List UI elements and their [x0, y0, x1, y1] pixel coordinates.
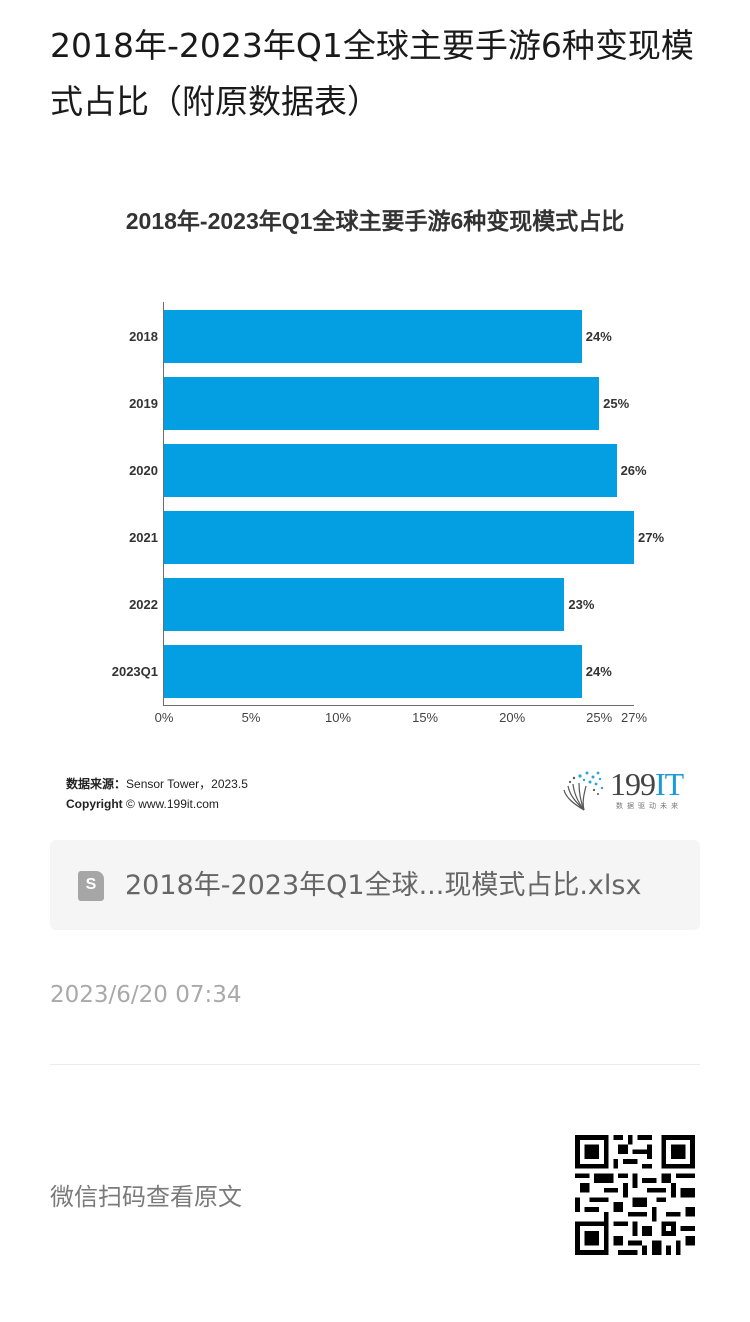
x-axis-line [163, 705, 634, 706]
bar-value-label: 26% [620, 463, 647, 478]
copyright-value: © www.199it.com [126, 797, 219, 811]
bar-value-label: 25% [603, 396, 630, 411]
chart-title: 2018年-2023年Q1全球主要手游6种变现模式占比 [125, 208, 625, 234]
x-tick-label: 20% [499, 710, 526, 725]
divider [50, 1064, 700, 1065]
bar [164, 444, 617, 497]
logo-accent-text: IT [655, 766, 684, 802]
y-axis-line [163, 302, 164, 705]
bar-row: 2020 26% [50, 444, 700, 497]
bar-value-label: 23% [568, 597, 595, 612]
page-title: 2018年-2023年Q1全球主要手游6种变现模式占比（附原数据表） [50, 26, 694, 121]
x-tick-label: 27% [620, 710, 648, 725]
bar [164, 377, 600, 430]
logo-tagline: 数据驱动未来 [616, 802, 682, 810]
bar [164, 310, 582, 363]
bar [164, 578, 565, 631]
bar [164, 645, 582, 698]
publish-timestamp: 2023/6/20 07:34 [50, 982, 242, 1008]
attachment-filename[interactable]: 2018年-2023年Q1全球...现模式占比.xlsx [125, 870, 642, 901]
bar-chart-plot: 2018 24% 2019 25% 2020 26% 2021 27% 2022 23% 2023Q… [50, 160, 700, 830]
category-label: 2019 [129, 396, 158, 411]
source-value: Sensor Tower，2023.5 [126, 777, 248, 791]
bar-value-label: 24% [585, 329, 612, 344]
scan-to-view-original-text: 微信扫码查看原文 [50, 1183, 242, 1211]
x-tick-label: 0% [154, 710, 174, 725]
category-label: 2018 [129, 329, 158, 344]
attachment-file-card[interactable]: S 2018年-2023年Q1全球...现模式占比.xlsx [50, 840, 700, 930]
copyright-label: Copyright [66, 797, 123, 811]
bar-row: 2023Q1 24% [50, 645, 700, 698]
bar-row: 2018 24% [50, 310, 700, 363]
bar-row: 2019 25% [50, 377, 700, 430]
199it-logo: 199IT 数据驱动未来 [560, 766, 700, 816]
x-tick-label: 25% [586, 710, 613, 725]
source-label: 数据来源： [66, 777, 127, 791]
x-tick-label: 10% [325, 710, 352, 725]
bar-value-label: 24% [585, 664, 612, 679]
bar-value-label: 27% [638, 530, 665, 545]
dandelion-logo-icon [563, 771, 604, 811]
bar [164, 511, 634, 564]
category-label: 2023Q1 [111, 664, 158, 679]
bar-row: 2021 27% [50, 511, 700, 564]
logo-main-text: 199 [610, 766, 656, 802]
category-label: 2020 [129, 463, 158, 478]
chart-source: 数据来源：Sensor Tower，2023.5 Copyright © www… [66, 774, 248, 814]
chart-image: 2018年-2023年Q1全球主要手游6种变现模式占比 2018 24% 2019 2… [50, 160, 700, 830]
x-tick-label: 5% [241, 710, 261, 725]
category-label: 2021 [129, 530, 158, 545]
x-tick-label: 15% [412, 710, 439, 725]
category-label: 2022 [129, 597, 158, 612]
qr-code-icon[interactable] [575, 1135, 695, 1255]
spreadsheet-file-icon: S [78, 871, 104, 901]
bar-row: 2022 23% [50, 578, 700, 631]
